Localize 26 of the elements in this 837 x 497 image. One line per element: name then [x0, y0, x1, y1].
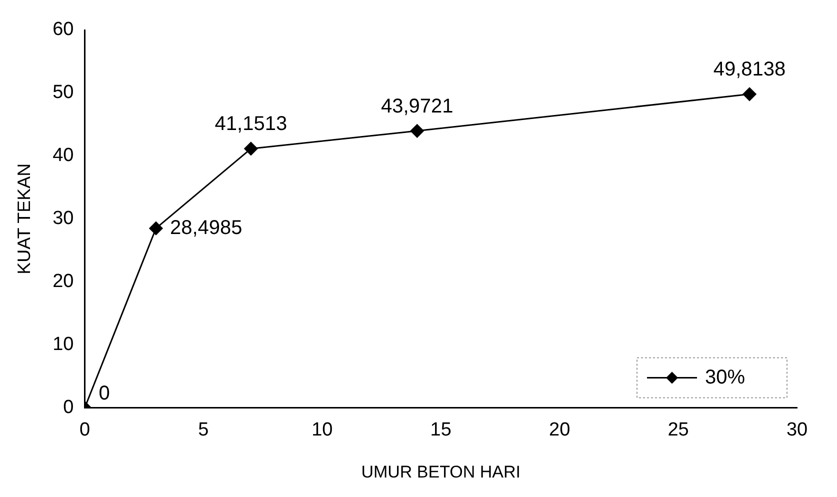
x-tick-label: 10 — [312, 419, 333, 440]
point — [244, 142, 258, 156]
y-axis-title: KUAT TEKAN — [14, 163, 34, 274]
x-tick-label: 25 — [668, 419, 689, 440]
data-label: 0 — [98, 382, 110, 404]
y-tick-label: 40 — [52, 145, 74, 166]
y-tick-label: 20 — [52, 271, 74, 292]
y-tick-label: 30 — [52, 208, 74, 230]
y-tick-label: 10 — [52, 334, 74, 356]
x-tick-label: 30 — [786, 419, 808, 440]
x-tick-label: 0 — [79, 419, 90, 440]
data-label: 41,1513 — [214, 113, 288, 136]
y-tick-label: 50 — [52, 82, 74, 104]
data-label: 28,4985 — [170, 216, 242, 239]
point — [410, 124, 424, 138]
data-label: 43,9721 — [380, 95, 454, 118]
y-tick-label: 0 — [63, 397, 74, 418]
legend-label: 30% — [705, 366, 746, 388]
point — [742, 87, 756, 101]
y-tick-label: 60 — [52, 19, 74, 40]
data-label: 49,8138 — [713, 58, 786, 81]
x-axis-title: UMUR BETON HARI — [361, 462, 521, 482]
point — [149, 222, 163, 236]
x-tick-label: 20 — [549, 419, 570, 440]
x-tick-label: 15 — [430, 419, 452, 440]
x-tick-label: 5 — [198, 419, 209, 440]
